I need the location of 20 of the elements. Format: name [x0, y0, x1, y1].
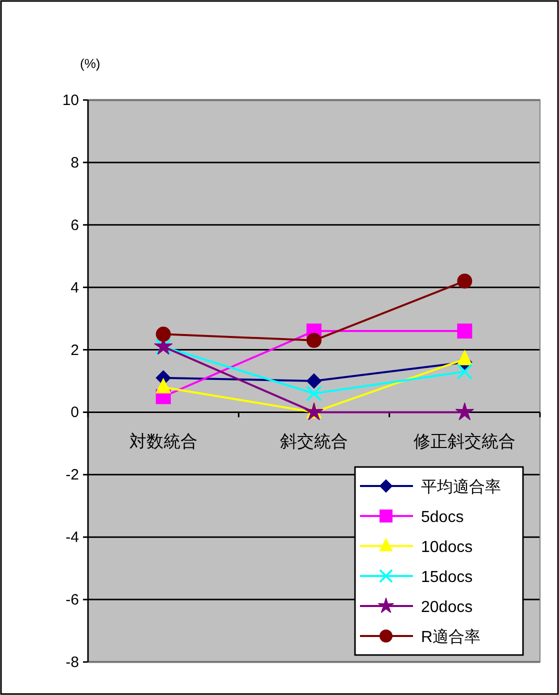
- y-tick-label: 10: [62, 92, 79, 109]
- y-tick-label: 2: [70, 342, 79, 359]
- y-tick-label: 0: [70, 404, 79, 422]
- legend-label: 15docs: [421, 569, 473, 586]
- x-tick-label: 斜交統合: [280, 432, 348, 452]
- y-tick-label: 8: [70, 154, 79, 172]
- x-tick-label: 修正斜交統合: [414, 432, 516, 452]
- y-tick-label: 4: [70, 279, 79, 296]
- legend-label: 20docs: [421, 599, 473, 616]
- y-tick-label: -6: [66, 592, 79, 609]
- y-tick-label: -4: [66, 529, 79, 546]
- legend-label: R適合率: [421, 628, 481, 646]
- y-tick-label: -2: [66, 466, 79, 484]
- legend-label: 10docs: [421, 539, 473, 556]
- y-tick-label: -8: [66, 654, 79, 671]
- legend-label: 平均適合率: [421, 478, 501, 496]
- x-tick-label: 対数統合: [129, 432, 198, 452]
- legend-label: 5docs: [421, 509, 464, 526]
- y-axis-title: (%): [80, 56, 100, 71]
- y-tick-label: 6: [70, 216, 79, 234]
